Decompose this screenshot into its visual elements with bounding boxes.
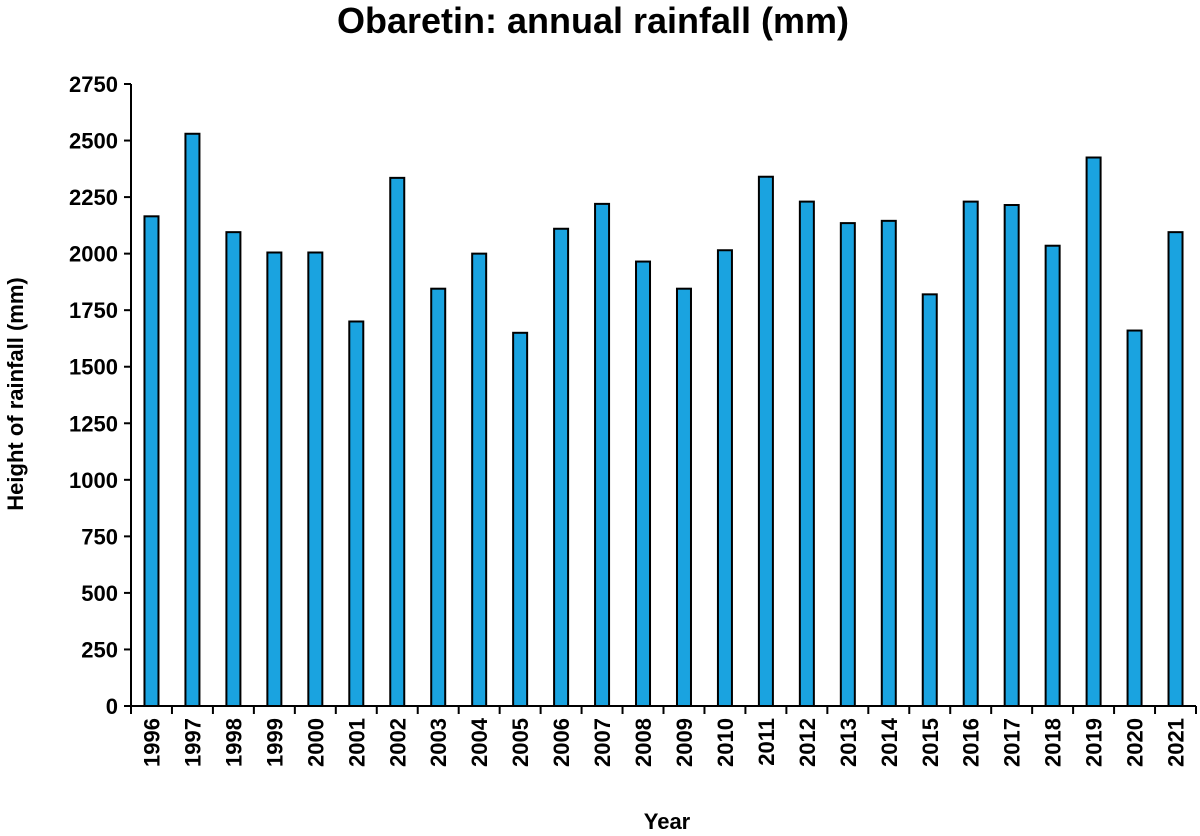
y-tick-label: 2250 (69, 185, 118, 210)
y-tick-label: 1500 (69, 355, 118, 380)
x-tick-label: 2000 (303, 718, 328, 767)
y-tick-label: 1000 (69, 468, 118, 493)
x-tick-label: 2006 (549, 718, 574, 767)
bar (553, 227, 570, 707)
bar (389, 176, 406, 707)
y-tick-label: 250 (81, 637, 118, 662)
bar (757, 175, 774, 707)
bar (594, 202, 611, 707)
x-tick-label: 2008 (631, 718, 656, 767)
bar (1167, 231, 1184, 708)
bar (266, 251, 283, 707)
x-tick-label: 2010 (713, 718, 738, 767)
x-tick-label: 1997 (180, 718, 205, 767)
x-tick-label: 2004 (467, 717, 492, 767)
x-tick-label: 2014 (877, 717, 902, 767)
y-tick-label: 1250 (69, 411, 118, 436)
bar (880, 219, 897, 707)
bar (675, 287, 692, 707)
bar (839, 222, 856, 708)
bar (635, 260, 652, 707)
bar (184, 132, 201, 707)
x-tick-label: 2020 (1123, 718, 1148, 767)
x-tick-label: 2002 (385, 718, 410, 767)
x-tick-label: 2021 (1164, 718, 1189, 767)
y-tick-label: 0 (106, 694, 118, 719)
x-tick-label: 2011 (754, 718, 779, 766)
chart-title: Obaretin: annual rainfall (mm) (337, 0, 849, 41)
bar (512, 331, 529, 707)
x-tick-label: 2015 (918, 718, 943, 767)
x-tick-label: 1998 (221, 718, 246, 767)
bar (921, 293, 938, 707)
x-tick-label: 2003 (426, 718, 451, 767)
x-axis-title: Year (644, 809, 691, 831)
y-tick-label: 500 (81, 581, 118, 606)
bar (430, 287, 447, 707)
y-tick-label: 1750 (69, 298, 118, 323)
x-tick-label: 1996 (139, 718, 164, 767)
bar (1003, 204, 1020, 708)
plot-area: 0 250 500 750 1000 1250 1500 1750 2000 2250 2500 27… (69, 72, 1197, 767)
y-axis-title: Height of rainfall (mm) (3, 277, 28, 510)
x-tick-label: 2013 (836, 718, 861, 767)
bar (307, 251, 324, 707)
bar (143, 215, 160, 707)
x-tick-label: 1999 (262, 718, 287, 767)
x-tick-label: 2017 (1000, 718, 1025, 767)
y-tick-label: 750 (81, 524, 118, 549)
bar (1044, 244, 1061, 707)
bar (1126, 329, 1143, 707)
bar (348, 320, 365, 707)
x-tick-label: 2009 (672, 718, 697, 767)
x-tick-label: 2019 (1082, 718, 1107, 767)
x-tick-label: 2016 (959, 718, 984, 767)
x-tick-label: 2018 (1041, 718, 1066, 767)
bar (716, 249, 733, 708)
x-tick-label: 2005 (508, 718, 533, 767)
bar (225, 231, 242, 708)
y-tick-label: 2000 (69, 242, 118, 267)
bar (1085, 156, 1102, 707)
x-tick-label: 2001 (344, 718, 369, 767)
x-tick-label: 2007 (590, 718, 615, 767)
bar (471, 252, 488, 708)
bar (962, 200, 979, 708)
y-tick-label: 2750 (69, 72, 118, 97)
x-tick-label: 2012 (795, 718, 820, 767)
bar (798, 200, 815, 708)
y-tick-label: 2500 (69, 129, 118, 154)
